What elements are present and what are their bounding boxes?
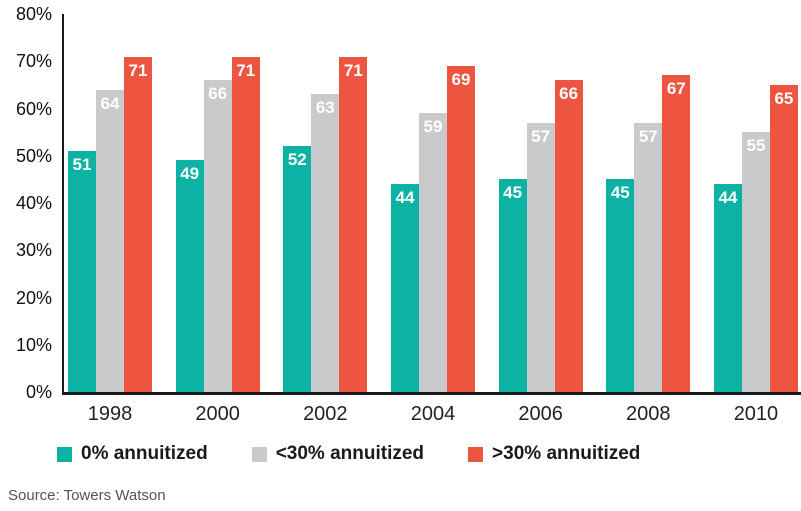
bar-value-label: 71 [343, 60, 363, 80]
bar-group: 49 66 71 [175, 56, 260, 392]
y-tick-label: 70% [15, 51, 52, 72]
y-tick-label: 80% [15, 4, 52, 24]
legend-item: 0% annuitized [57, 443, 208, 465]
bar: 59 [418, 113, 447, 392]
bar-group: 44 55 65 [713, 84, 798, 392]
legend-label: 0% annuitized [81, 443, 208, 464]
bar: 69 [446, 65, 475, 392]
bar-value-label: 49 [180, 164, 200, 184]
legend-label: <30% annuitized [275, 443, 425, 464]
bar: 66 [203, 80, 232, 392]
bar-value-label: 71 [128, 60, 148, 80]
legend: 0% annuitized <30% annuitized >30% annuiti… [57, 443, 684, 465]
bar-value-label: 44 [718, 188, 738, 208]
bar: 44 [390, 184, 419, 392]
bar-value-label: 67 [666, 79, 686, 99]
y-tick-label: 10% [15, 334, 52, 355]
legend-item: <30% annuitized [251, 443, 425, 465]
bar: 44 [713, 184, 742, 392]
source-note: Source: Towers Watson [8, 487, 166, 504]
y-tick-label: 50% [15, 145, 52, 166]
bar-group: 45 57 67 [606, 75, 691, 392]
bar: 57 [526, 122, 555, 392]
bar-group: 52 63 71 [283, 56, 368, 392]
plot-area: 51 64 71 49 66 71 52 63 71 44 59 69 45 57 66 45 57 67 44 55… [62, 14, 801, 395]
bar: 49 [175, 160, 204, 392]
y-tick-label: 30% [15, 240, 52, 261]
bar: 67 [662, 75, 691, 392]
bar-value-label: 66 [208, 84, 228, 104]
bar-value-label: 45 [503, 183, 523, 203]
bar-group: 45 57 66 [498, 80, 583, 392]
legend-swatch-icon [468, 446, 484, 462]
bar: 45 [606, 179, 635, 392]
x-axis-labels: 1998 2000 2002 2004 2006 2008 2010 [64, 403, 801, 426]
y-axis-ticks: 0% 10% 20% 30% 40% 50% 60% 70% 80% [0, 4, 54, 402]
bar-value-label: 65 [774, 88, 794, 108]
bar-value-label: 66 [559, 84, 579, 104]
bar-value-label: 59 [423, 117, 443, 137]
bar-value-label: 57 [638, 126, 658, 146]
x-tick-label: 2008 [626, 403, 671, 425]
y-tick-label: 40% [15, 193, 52, 213]
x-tick-label: 2010 [733, 403, 779, 425]
y-tick-label: 20% [15, 287, 52, 308]
bar-value-label: 71 [236, 60, 256, 80]
bar: 51 [68, 151, 96, 392]
bar: 71 [339, 56, 368, 392]
bar: 65 [769, 84, 798, 392]
bar: 63 [311, 94, 340, 392]
x-tick-label: 2006 [518, 403, 563, 425]
bar-value-label: 57 [531, 126, 551, 146]
x-tick-label: 2000 [195, 403, 240, 425]
bar-group: 44 59 69 [390, 65, 475, 392]
bar-value-label: 64 [100, 93, 120, 113]
y-tick-label: 60% [15, 98, 52, 119]
bar-value-label: 63 [315, 98, 335, 118]
bar-value-label: 55 [746, 136, 766, 156]
x-tick-label: 2002 [303, 403, 348, 425]
bar: 66 [554, 80, 583, 392]
bar-value-label: 69 [451, 69, 471, 89]
bar-value-label: 44 [395, 188, 415, 208]
bar: 45 [498, 179, 527, 392]
bar: 57 [634, 122, 663, 392]
bar-group: 51 64 71 [68, 56, 152, 392]
y-tick-label: 0% [25, 382, 52, 402]
x-tick-label: 1998 [87, 403, 133, 425]
bar: 71 [124, 56, 152, 392]
bar: 52 [283, 146, 312, 392]
bar-value-label: 51 [72, 155, 92, 175]
x-tick-label: 2004 [410, 403, 456, 425]
legend-label: >30% annuitized [492, 443, 641, 464]
bar: 64 [96, 89, 124, 392]
bar: 71 [231, 56, 260, 392]
bar-value-label: 52 [287, 150, 307, 170]
legend-swatch-icon [57, 446, 72, 462]
bar: 55 [741, 132, 770, 392]
bar-value-label: 45 [610, 183, 630, 203]
legend-item: >30% annuitized [468, 443, 640, 465]
legend-swatch-icon [251, 446, 267, 462]
